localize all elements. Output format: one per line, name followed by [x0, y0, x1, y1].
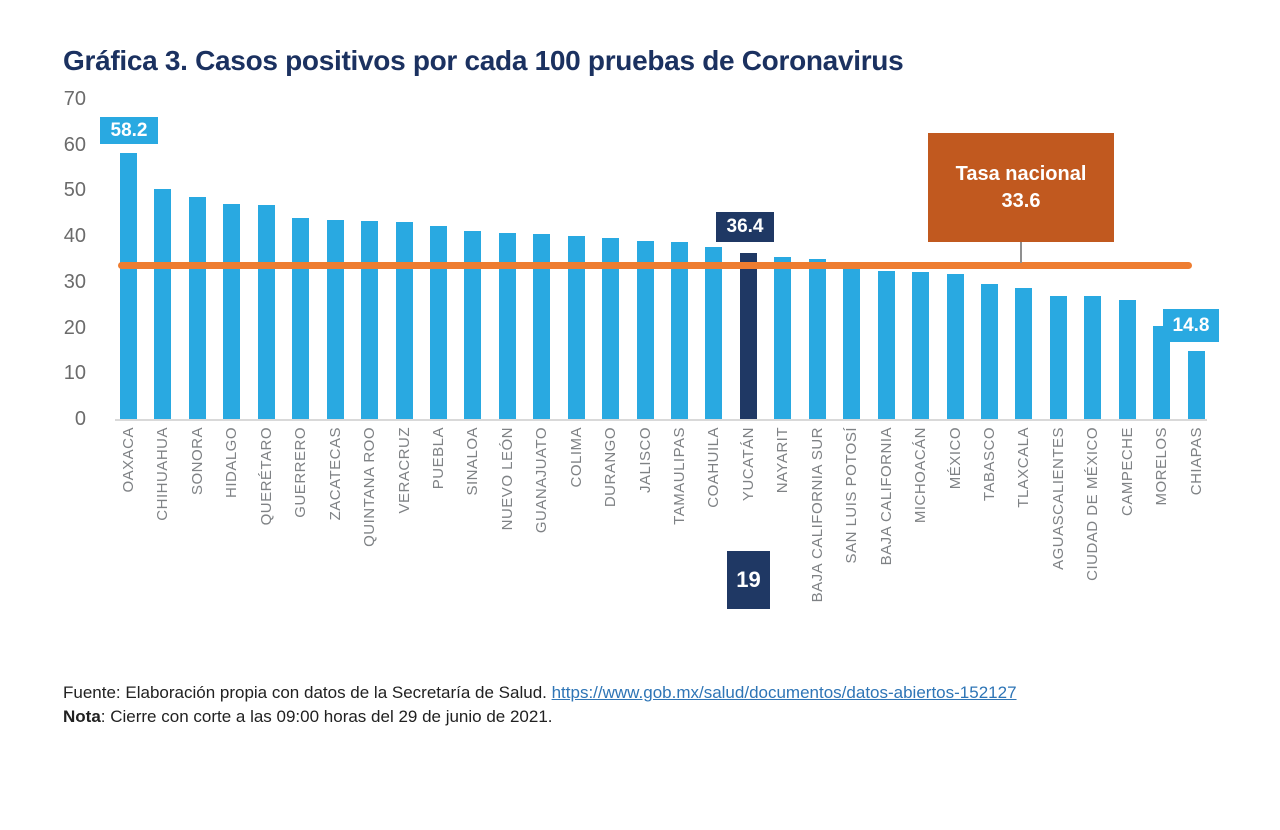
- y-axis-tick-label: 60: [63, 133, 86, 156]
- bar: [912, 271, 930, 419]
- bar: [120, 152, 137, 419]
- x-axis-labels: OAXACA CHIHUAHUA SONORA HIDALGO QUERÉTARO GUE…: [120, 427, 1205, 602]
- bar: [636, 240, 654, 419]
- national-rate-callout: Tasa nacional 33.6: [928, 133, 1114, 242]
- x-axis-label: YUCATÁN: [739, 427, 757, 502]
- x-axis-line: [115, 419, 1207, 421]
- y-axis-tick-label: 50: [63, 179, 86, 202]
- source-link[interactable]: https://www.gob.mx/salud/documentos/dato…: [551, 683, 1017, 702]
- x-axis-label: MICHOACÁN: [912, 427, 930, 524]
- bar: [292, 217, 310, 419]
- x-axis-label: GUANAJUATO: [533, 427, 551, 534]
- x-axis-label: SONORA: [188, 427, 206, 496]
- x-axis-label: BAJA CALIFORNIA SUR: [808, 427, 826, 603]
- x-axis-label: CIUDAD DE MÉXICO: [1084, 427, 1102, 581]
- bar: [671, 241, 688, 419]
- note-text: : Cierre con corte a las 09:00 horas del…: [100, 707, 553, 726]
- bar: [946, 274, 964, 419]
- y-axis-tick-label: 10: [63, 362, 86, 385]
- x-axis-label: ZACATECAS: [326, 427, 344, 521]
- x-axis-label: AGUASCALIENTES: [1049, 427, 1067, 570]
- x-axis-label: SAN LUIS POTOSÍ: [843, 427, 861, 564]
- x-axis-label: COAHUILA: [705, 427, 723, 508]
- y-axis-tick-label: 20: [63, 316, 86, 339]
- x-axis-label: CHIAPAS: [1187, 427, 1205, 496]
- bar: [877, 270, 895, 419]
- bar: [1187, 351, 1205, 419]
- x-axis-label: NUEVO LEÓN: [498, 427, 516, 531]
- bar: [1084, 296, 1102, 419]
- bar: [498, 233, 516, 419]
- bars-layer: [120, 89, 1205, 419]
- x-axis-label: GUERRERO: [292, 427, 310, 518]
- bar: [154, 189, 172, 419]
- source-line: Fuente: Elaboración propia con datos de …: [63, 681, 1280, 705]
- footer: Fuente: Elaboración propia con datos de …: [63, 681, 1280, 729]
- x-axis-label: NAYARIT: [774, 427, 792, 494]
- chart-title: Gráfica 3. Casos positivos por cada 100 …: [63, 45, 904, 76]
- x-axis-label: TLAXCALA: [1015, 427, 1033, 508]
- y-axis-tick-label: 0: [74, 408, 86, 430]
- bar-highlighted: [739, 252, 757, 419]
- bar: [326, 220, 344, 419]
- x-axis-label: JALISCO: [636, 427, 654, 494]
- note-line: Nota: Cierre con corte a las 09:00 horas…: [63, 705, 1280, 729]
- bar: [1049, 295, 1067, 419]
- page: Gráfica 3. Casos positivos por cada 100 …: [0, 44, 1280, 830]
- x-axis-label: PUEBLA: [429, 427, 447, 490]
- bar: [361, 221, 379, 419]
- rank-badge-yucatan: 19: [727, 551, 770, 609]
- bar: [257, 204, 275, 419]
- x-axis-label: MORELOS: [1153, 427, 1171, 506]
- x-axis-label: QUINTANA ROO: [361, 427, 379, 547]
- value-badge-yucatan: 36.4: [716, 212, 774, 242]
- x-axis-label: TAMAULIPAS: [671, 427, 688, 525]
- value-badge-chiapas: 14.8: [1163, 309, 1219, 342]
- bar: [1153, 326, 1171, 419]
- bar: [429, 225, 447, 419]
- bar: [705, 246, 723, 419]
- x-axis-label: BAJA CALIFORNIA: [877, 427, 895, 566]
- bar: [533, 234, 551, 419]
- bar: [843, 262, 861, 419]
- source-text: Fuente: Elaboración propia con datos de …: [63, 683, 552, 702]
- x-axis-label: CAMPECHE: [1118, 427, 1136, 517]
- x-axis-label: HIDALGO: [223, 427, 241, 499]
- x-axis-label: CHIHUAHUA: [154, 427, 172, 521]
- bar: [188, 197, 206, 419]
- bar: [223, 204, 241, 419]
- callout-value: 33.6: [1001, 189, 1041, 212]
- national-rate-line: [118, 262, 1192, 270]
- y-axis-tick-label: 30: [63, 270, 86, 293]
- callout-label: Tasa nacional: [955, 162, 1087, 185]
- callout-connector-line: [1020, 242, 1022, 263]
- x-axis-label: SINALOA: [464, 427, 482, 496]
- x-axis-label: MÉXICO: [946, 427, 964, 490]
- bar: [602, 237, 620, 419]
- bar: [774, 256, 792, 419]
- y-axis-tick-label: 40: [63, 225, 86, 248]
- bar-chart: 0 10 20 30 40 50 60 70 Tasa nacional 33.6 58.2 …: [0, 88, 1280, 671]
- bar: [395, 222, 413, 419]
- bar: [980, 284, 998, 419]
- x-axis-label: COLIMA: [567, 427, 585, 488]
- x-axis-label: TABASCO: [980, 427, 998, 502]
- x-axis-label: QUERÉTARO: [257, 427, 275, 526]
- bar: [1118, 299, 1136, 419]
- x-axis-label: DURANGO: [602, 427, 620, 508]
- bar: [567, 236, 585, 419]
- bar: [808, 259, 826, 419]
- x-axis-label: VERACRUZ: [395, 427, 413, 514]
- bar: [464, 230, 482, 419]
- x-axis-label: OAXACA: [120, 427, 137, 493]
- note-label: Nota: [63, 707, 101, 726]
- bar: [1015, 287, 1033, 419]
- value-badge-oaxaca: 58.2: [100, 117, 158, 144]
- y-axis-tick-label: 70: [63, 88, 86, 110]
